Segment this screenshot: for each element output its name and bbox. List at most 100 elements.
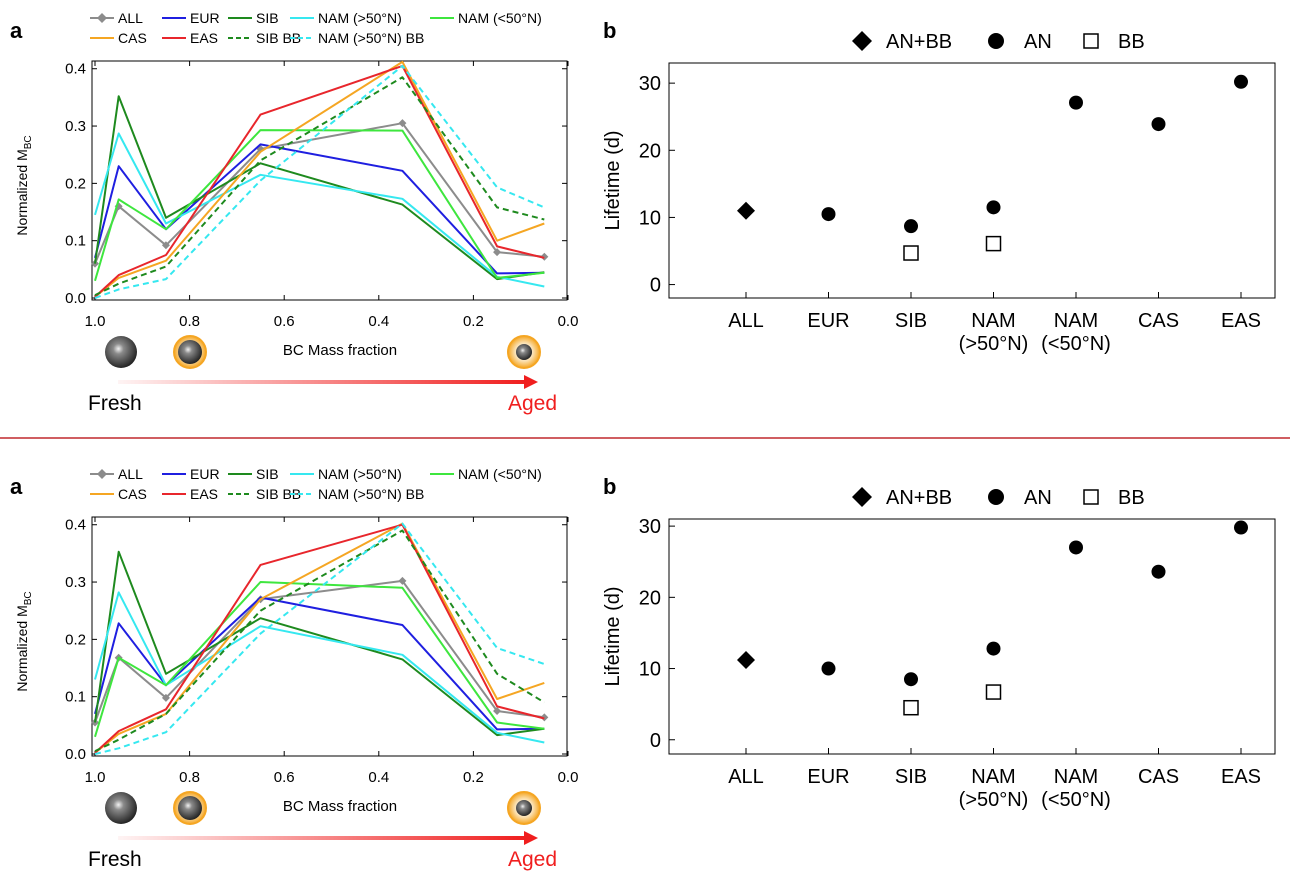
x-tick-label-a: 0.2: [463, 769, 484, 786]
series-point: [398, 576, 407, 585]
series-line: [94, 581, 545, 738]
y-tick-label-b: 30: [639, 516, 661, 538]
series-point: [161, 241, 170, 250]
series-line: [94, 64, 545, 299]
data-point-circle: [986, 200, 1001, 215]
legend-label: NAM (>50°N) BB: [318, 486, 424, 502]
y-axis-label-b: Lifetime (d): [602, 130, 624, 230]
x-tick-label-b: CAS: [1138, 766, 1179, 788]
data-point-circle: [1151, 564, 1166, 579]
fresh-label: Fresh: [88, 848, 142, 871]
series-point: [540, 252, 549, 261]
particle-icon: [507, 791, 541, 825]
legend-label: NAM (<50°N): [458, 466, 542, 482]
particle-icon: [173, 791, 207, 825]
legend-marker-circle: [988, 33, 1004, 49]
legend-label: NAM (>50°N): [318, 466, 402, 482]
particle-core: [178, 340, 202, 364]
x-tick-label-a: 0.2: [463, 313, 484, 330]
particle-core: [105, 792, 137, 824]
legend-label: AN: [1024, 487, 1052, 509]
legend-label: BB: [1118, 487, 1145, 509]
y-tick-label-a: 0.0: [65, 746, 86, 763]
legend-label: NAM (>50°N): [318, 10, 402, 26]
x-tick-label-b: EUR: [807, 310, 849, 332]
x-tick-label-b: (>50°N): [959, 333, 1029, 355]
panel-label-b: b: [603, 474, 616, 499]
series-line: [94, 550, 545, 737]
particle-core: [516, 344, 532, 360]
x-tick-label-b: (>50°N): [959, 789, 1029, 811]
particle-icon: [105, 336, 137, 368]
series-line: [94, 143, 545, 275]
y-tick-label-a: 0.2: [65, 631, 86, 648]
legend-label: ALL: [118, 10, 143, 26]
data-point-circle: [1151, 117, 1166, 132]
series-point: [540, 713, 549, 722]
x-tick-label-a: 1.0: [85, 769, 106, 786]
series-line: [94, 122, 545, 264]
legend-label: CAS: [118, 30, 147, 46]
data-point-circle: [904, 219, 918, 234]
figure-group-1: a ALL EUR SIB NAM (>50°N) NAM (<50°N)CAS EAS SI…: [10, 10, 1276, 415]
y-tick-label-b: 20: [639, 140, 661, 162]
legend-label: EAS: [190, 486, 218, 502]
legend-entry: NAM (<50°N): [430, 10, 542, 26]
series-point: [493, 248, 502, 257]
particle-icon: [507, 335, 541, 369]
legend-label: AN: [1024, 31, 1052, 53]
panel-label-a: a: [10, 474, 23, 499]
data-point-square: [903, 245, 919, 261]
series-line: [94, 64, 545, 298]
legend-marker-diamond: [852, 487, 872, 507]
series-line: [94, 591, 545, 744]
legend-entry: SIB BB: [228, 30, 301, 46]
data-point-circle: [1234, 74, 1248, 89]
fresh-label: Fresh: [88, 392, 142, 415]
x-tick-label-b: ALL: [728, 310, 764, 332]
y-axis-label-main: Normalized M: [14, 605, 30, 691]
legend-marker-square: [1083, 489, 1099, 505]
particle-icon: [173, 335, 207, 369]
legend-entry: NAM (>50°N) BB: [290, 30, 424, 46]
y-tick-label-a: 0.2: [65, 175, 86, 192]
legend-label: EUR: [190, 466, 220, 482]
y-axis-label-a: Normalized MBC: [14, 135, 34, 235]
x-tick-label-b: CAS: [1138, 310, 1179, 332]
x-tick-label-a: 0.4: [368, 769, 389, 786]
legend-marker-circle: [988, 489, 1004, 505]
y-tick-label-b: 10: [639, 659, 661, 681]
data-point-circle: [821, 661, 836, 676]
data-point-circle: [986, 641, 1001, 656]
particle-core: [178, 796, 202, 820]
aged-label: Aged: [508, 848, 557, 871]
legend-label: CAS: [118, 486, 147, 502]
y-tick-label-a: 0.1: [65, 689, 86, 706]
series-line: [94, 129, 545, 282]
legend-label: SIB BB: [256, 486, 301, 502]
y-tick-label-b: 0: [650, 275, 661, 297]
series-point: [398, 119, 407, 128]
x-tick-label-b: EAS: [1221, 766, 1261, 788]
series-line: [94, 95, 545, 281]
legend-entry: EAS: [162, 30, 218, 46]
y-tick-label-a: 0.3: [65, 574, 86, 591]
legend-marker: [97, 13, 107, 23]
legend-entry: NAM (>50°N): [290, 466, 402, 482]
legend-entry: CAS: [90, 486, 147, 502]
x-tick-label-b: SIB: [895, 310, 927, 332]
x-tick-label-b: NAM: [971, 766, 1015, 788]
y-axis-label-b: Lifetime (d): [602, 586, 624, 686]
series-line: [94, 596, 545, 731]
legend-entry: NAM (>50°N) BB: [290, 486, 424, 502]
y-tick-label-a: 0.0: [65, 290, 86, 307]
y-tick-label-a: 0.3: [65, 118, 86, 135]
series-line: [94, 529, 545, 753]
x-tick-label-b: SIB: [895, 766, 927, 788]
x-tick-label-b: ALL: [728, 766, 764, 788]
legend-entry: CAS: [90, 30, 147, 46]
plot-frame-a: [91, 516, 568, 757]
legend-label: EUR: [190, 10, 220, 26]
panel-label-b: b: [603, 18, 616, 43]
y-axis-label-sub: BC: [23, 135, 34, 149]
